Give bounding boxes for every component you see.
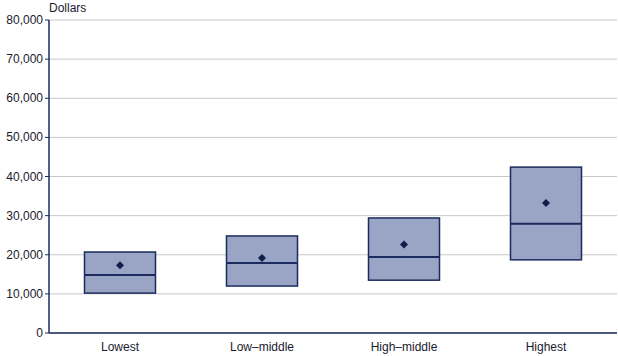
tick-label: 70,000 (6, 52, 43, 66)
median-line (369, 256, 440, 258)
tick-label: 40,000 (6, 170, 43, 184)
tick-label: 0 (36, 326, 43, 340)
box (85, 252, 156, 293)
median-line (227, 262, 298, 264)
axis-title: Dollars (49, 1, 86, 15)
grid-line (49, 20, 617, 21)
box (369, 218, 440, 280)
median-line (511, 223, 582, 225)
category-label: Highest (526, 340, 567, 354)
chart-svg: 0 10,000 20,000 30,000 40,000 50,000 60,000 70,… (0, 0, 618, 356)
category-label: Lowest (101, 340, 140, 354)
tick-label: 80,000 (6, 13, 43, 27)
marks (85, 167, 582, 293)
mean-marker (400, 241, 408, 249)
box (511, 167, 582, 260)
box (227, 236, 298, 286)
tick-label: 30,000 (6, 209, 43, 223)
grid-line (49, 333, 617, 334)
tick-label: 50,000 (6, 130, 43, 144)
median-line (85, 274, 156, 276)
tick-label: 10,000 (6, 287, 43, 301)
y-axis (48, 20, 50, 333)
tick-label: 20,000 (6, 248, 43, 262)
grid-line (49, 98, 617, 99)
mean-marker (542, 199, 550, 207)
x-axis (49, 332, 617, 334)
category-label: High–middle (371, 340, 438, 354)
mean-marker (258, 254, 266, 262)
chart-container: 0 10,000 20,000 30,000 40,000 50,000 60,000 70,… (0, 0, 618, 356)
tick-label: 60,000 (6, 91, 43, 105)
mean-marker (116, 261, 124, 269)
grid-line (49, 59, 617, 60)
category-label: Low–middle (230, 340, 294, 354)
grid-line (49, 137, 617, 138)
